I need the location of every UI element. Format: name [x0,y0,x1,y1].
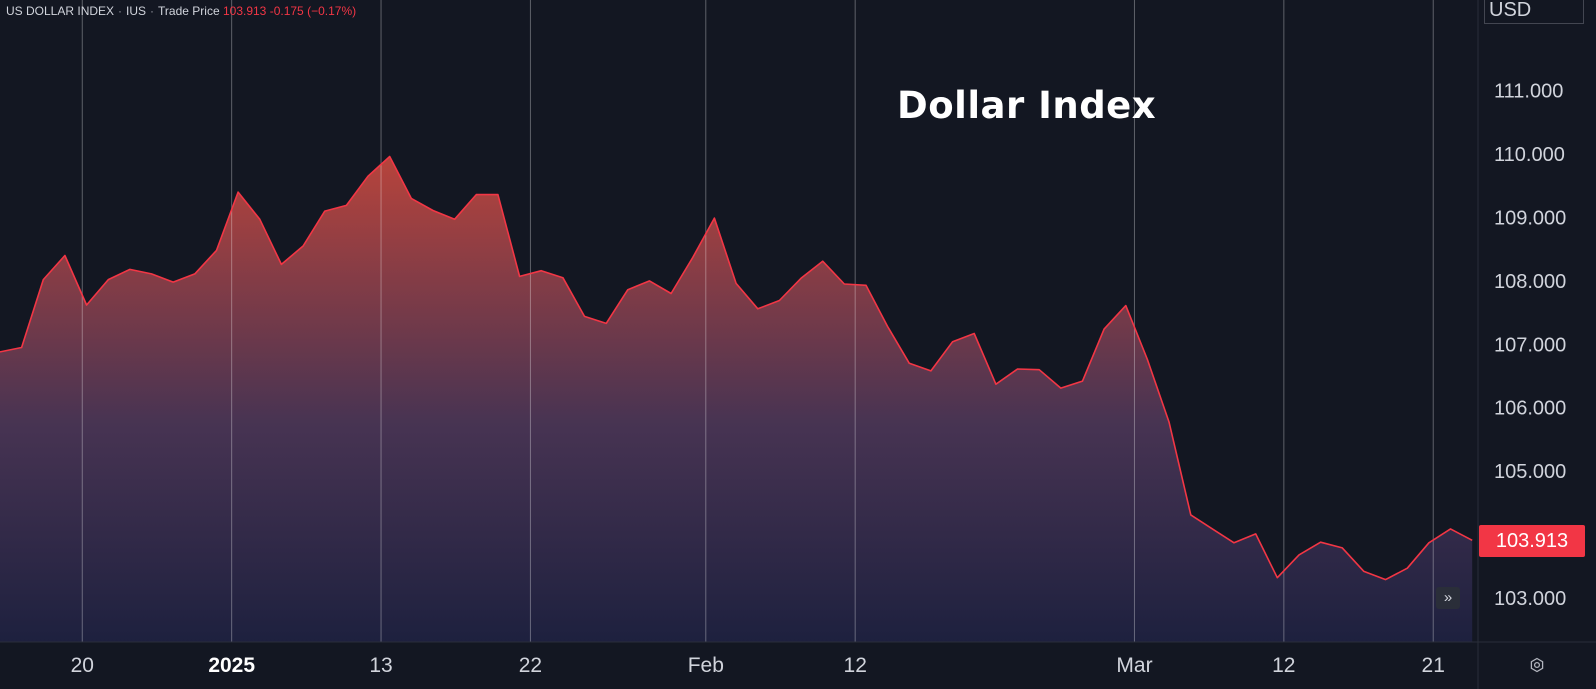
price-area [0,156,1473,642]
x-tick-label-1: 2025 [208,654,255,677]
y-tick-label-5: 108.000 [1494,271,1566,293]
x-tick-label-6: Mar [1116,654,1152,677]
time-scale[interactable]: 20 2025 13 22 Feb 12 Mar 12 21 [71,654,1445,677]
exchange-name: IUS [126,4,147,18]
chart-settings-button[interactable] [1528,656,1546,674]
change-value: -0.175 [269,4,304,18]
y-tick-label-8: 111.000 [1494,81,1563,103]
y-tick-label-7: 110.000 [1494,144,1565,166]
x-tick-label-3: 22 [519,654,542,677]
x-tick-label-5: 12 [844,654,867,677]
currency-selector[interactable]: USD [1484,0,1584,24]
price-line [0,155,1473,581]
symbol-name[interactable]: US DOLLAR INDEX [6,4,115,18]
y-tick-label-4: 107.000 [1494,334,1566,356]
x-tick-label-8: 21 [1422,654,1445,677]
price-type: Trade Price [158,4,220,18]
chart-title: Dollar Index [897,84,1157,127]
y-tick-label-6: 109.000 [1494,207,1566,229]
double-chevron-right-icon: » [1443,589,1453,606]
y-tick-label-2: 105.000 [1494,461,1566,483]
x-tick-label-4: Feb [688,654,724,677]
vertical-grid-overlay [81,0,1434,642]
last-value: 103.913 [222,4,267,18]
x-tick-label-2: 13 [369,654,392,677]
x-tick-label-7: 12 [1272,654,1295,677]
y-tick-label-0: 103.000 [1494,588,1566,610]
symbol-legend: US DOLLAR INDEX · IUS · Trade Price 103.913 … [6,4,357,18]
last-price-badge: 103.913 [1479,525,1585,557]
gear-icon [1530,657,1544,673]
y-tick-label-3: 106.000 [1494,398,1566,420]
scroll-to-realtime-button[interactable]: » [1436,587,1460,609]
x-tick-label-0: 20 [71,654,94,677]
change-percent: (−0.17%) [307,4,357,18]
